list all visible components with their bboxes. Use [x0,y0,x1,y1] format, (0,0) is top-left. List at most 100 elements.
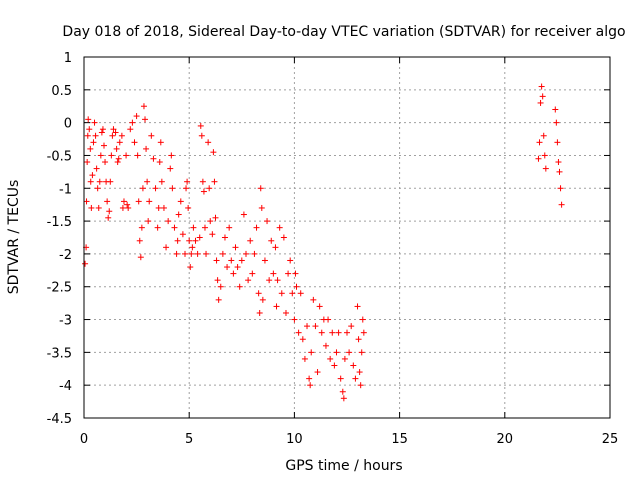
data-point [87,145,94,152]
data-point [542,165,549,172]
x-tick-label: 10 [286,432,303,447]
plot-frame [83,56,611,419]
data-point [142,116,149,123]
data-point [348,323,355,330]
data-point [322,342,329,349]
data-point [92,132,99,139]
data-point [144,178,151,185]
data-point [539,93,546,100]
data-point [120,198,127,205]
data-point [308,349,315,356]
data-point [105,214,112,221]
x-axis-label: GPS time / hours [285,458,402,474]
data-point [85,116,92,123]
data-point [354,303,361,310]
data-point [90,139,97,146]
data-point [285,270,292,277]
data-point [93,165,100,172]
data-point [152,185,159,192]
data-point [160,204,167,211]
data-point [344,329,350,336]
data-point [249,270,256,277]
data-point [155,204,162,211]
data-point [158,178,165,185]
data-point [341,355,348,362]
data-point [168,152,175,159]
data-point [84,132,91,139]
data-point [359,316,366,323]
x-tick-label: 25 [602,432,619,447]
data-point [356,369,363,376]
x-tick-label: 0 [80,432,88,447]
data-point [83,198,90,205]
data-point [115,155,122,162]
data-point [232,244,239,251]
data-point [112,129,119,136]
data-point [306,375,313,382]
data-point [192,237,199,244]
data-point [189,244,196,251]
data-point [108,152,115,159]
data-point [226,224,233,231]
data-point [257,185,264,192]
data-point [247,237,254,244]
data-point [253,224,260,231]
y-tick-label: -4 [59,379,72,394]
data-point [337,375,344,382]
x-tick-label: 5 [185,432,193,447]
data-point [256,309,263,316]
data-point [185,204,192,211]
data-point [291,316,298,323]
data-point [125,204,132,211]
data-point [339,388,346,395]
y-tick-label: -1 [59,182,72,197]
data-point [350,362,357,369]
data-point [97,152,104,159]
data-point [135,198,142,205]
data-point [273,303,280,310]
data-point [557,185,564,192]
data-point [295,329,302,336]
data-point [224,264,231,271]
data-point [228,257,235,264]
data-point [86,126,93,133]
data-point [287,257,294,264]
data-point [280,234,287,241]
data-point [556,168,563,175]
data-point [553,119,560,126]
data-point [274,277,281,284]
data-points [82,83,565,402]
data-point [154,224,161,231]
data-point [537,99,544,106]
data-point [310,296,317,303]
data-point [312,323,319,330]
data-point [119,204,126,211]
data-point [131,139,138,146]
data-point [163,244,170,251]
data-point [535,155,542,162]
data-point [116,139,123,146]
x-tick-label: 20 [497,432,514,447]
data-point [169,185,176,192]
data-point [259,296,266,303]
data-point [156,159,163,166]
data-point [292,270,299,277]
data-point [316,303,323,310]
data-point [99,126,106,133]
data-point [255,290,262,297]
data-point [157,139,164,146]
data-point [139,185,146,192]
data-point [299,336,306,343]
data-point [190,224,197,231]
data-point [261,257,268,264]
data-point [140,103,147,110]
data-point [194,250,201,257]
data-point [266,277,273,284]
data-point [333,349,340,356]
data-point [171,224,178,231]
data-point [293,283,300,290]
data-point [205,139,212,146]
data-point [340,395,347,402]
data-point [88,204,95,211]
